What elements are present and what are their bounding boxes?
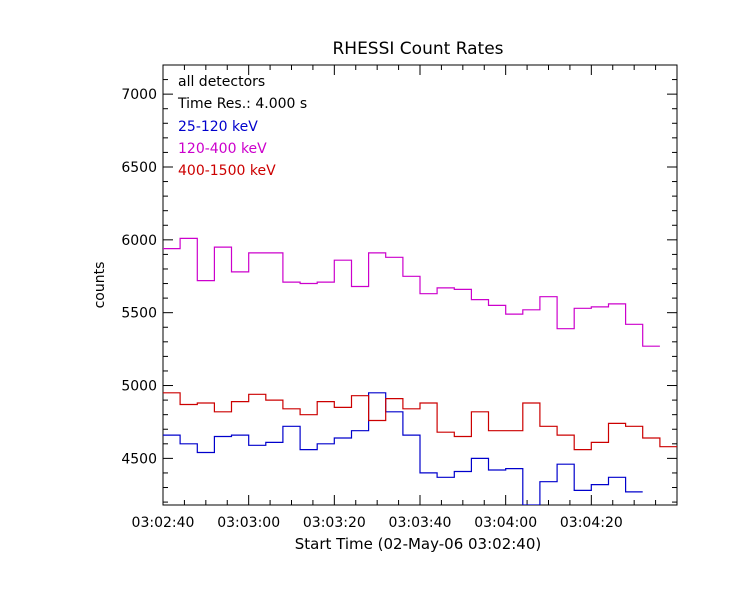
y-tick-label: 5500 xyxy=(121,306,157,322)
y-tick-label: 6500 xyxy=(121,160,157,176)
legend-note-time-res: Time Res.: 4.000 s xyxy=(177,96,307,112)
y-axis-label: counts xyxy=(92,262,108,309)
series-layer xyxy=(163,237,677,505)
series-line-1 xyxy=(163,237,660,347)
x-tick-label: 03:02:40 xyxy=(132,515,195,531)
axis-ticks: 4500 5000 5500 6000 6500 7000 03:02:40 03:03:00… xyxy=(121,64,678,531)
legend-entry-25-120: 25-120 keV xyxy=(178,119,258,135)
x-tick-label: 03:03:20 xyxy=(303,515,366,531)
series-line-0 xyxy=(163,392,643,505)
legend-entry-120-400: 120-400 keV xyxy=(178,141,267,157)
x-tick-label: 03:03:00 xyxy=(217,515,280,531)
x-tick-label: 03:03:40 xyxy=(389,515,452,531)
x-axis-label: Start Time (02-May-06 03:02:40) xyxy=(295,535,541,553)
series-line-2 xyxy=(163,392,677,451)
x-tick-label: 03:04:20 xyxy=(560,515,623,531)
y-tick-label: 4500 xyxy=(121,451,157,467)
chart-title: RHESSI Count Rates xyxy=(332,39,503,59)
legend-entry-400-1500: 400-1500 keV xyxy=(178,163,276,179)
y-tick-label: 5000 xyxy=(121,379,157,395)
y-tick-label: 6000 xyxy=(121,233,157,249)
legend-note-detectors: all detectors xyxy=(178,74,265,90)
legend: all detectors Time Res.: 4.000 s 25-120 … xyxy=(177,74,307,179)
y-tick-label: 7000 xyxy=(121,87,157,103)
x-tick-label: 03:04:00 xyxy=(474,515,537,531)
